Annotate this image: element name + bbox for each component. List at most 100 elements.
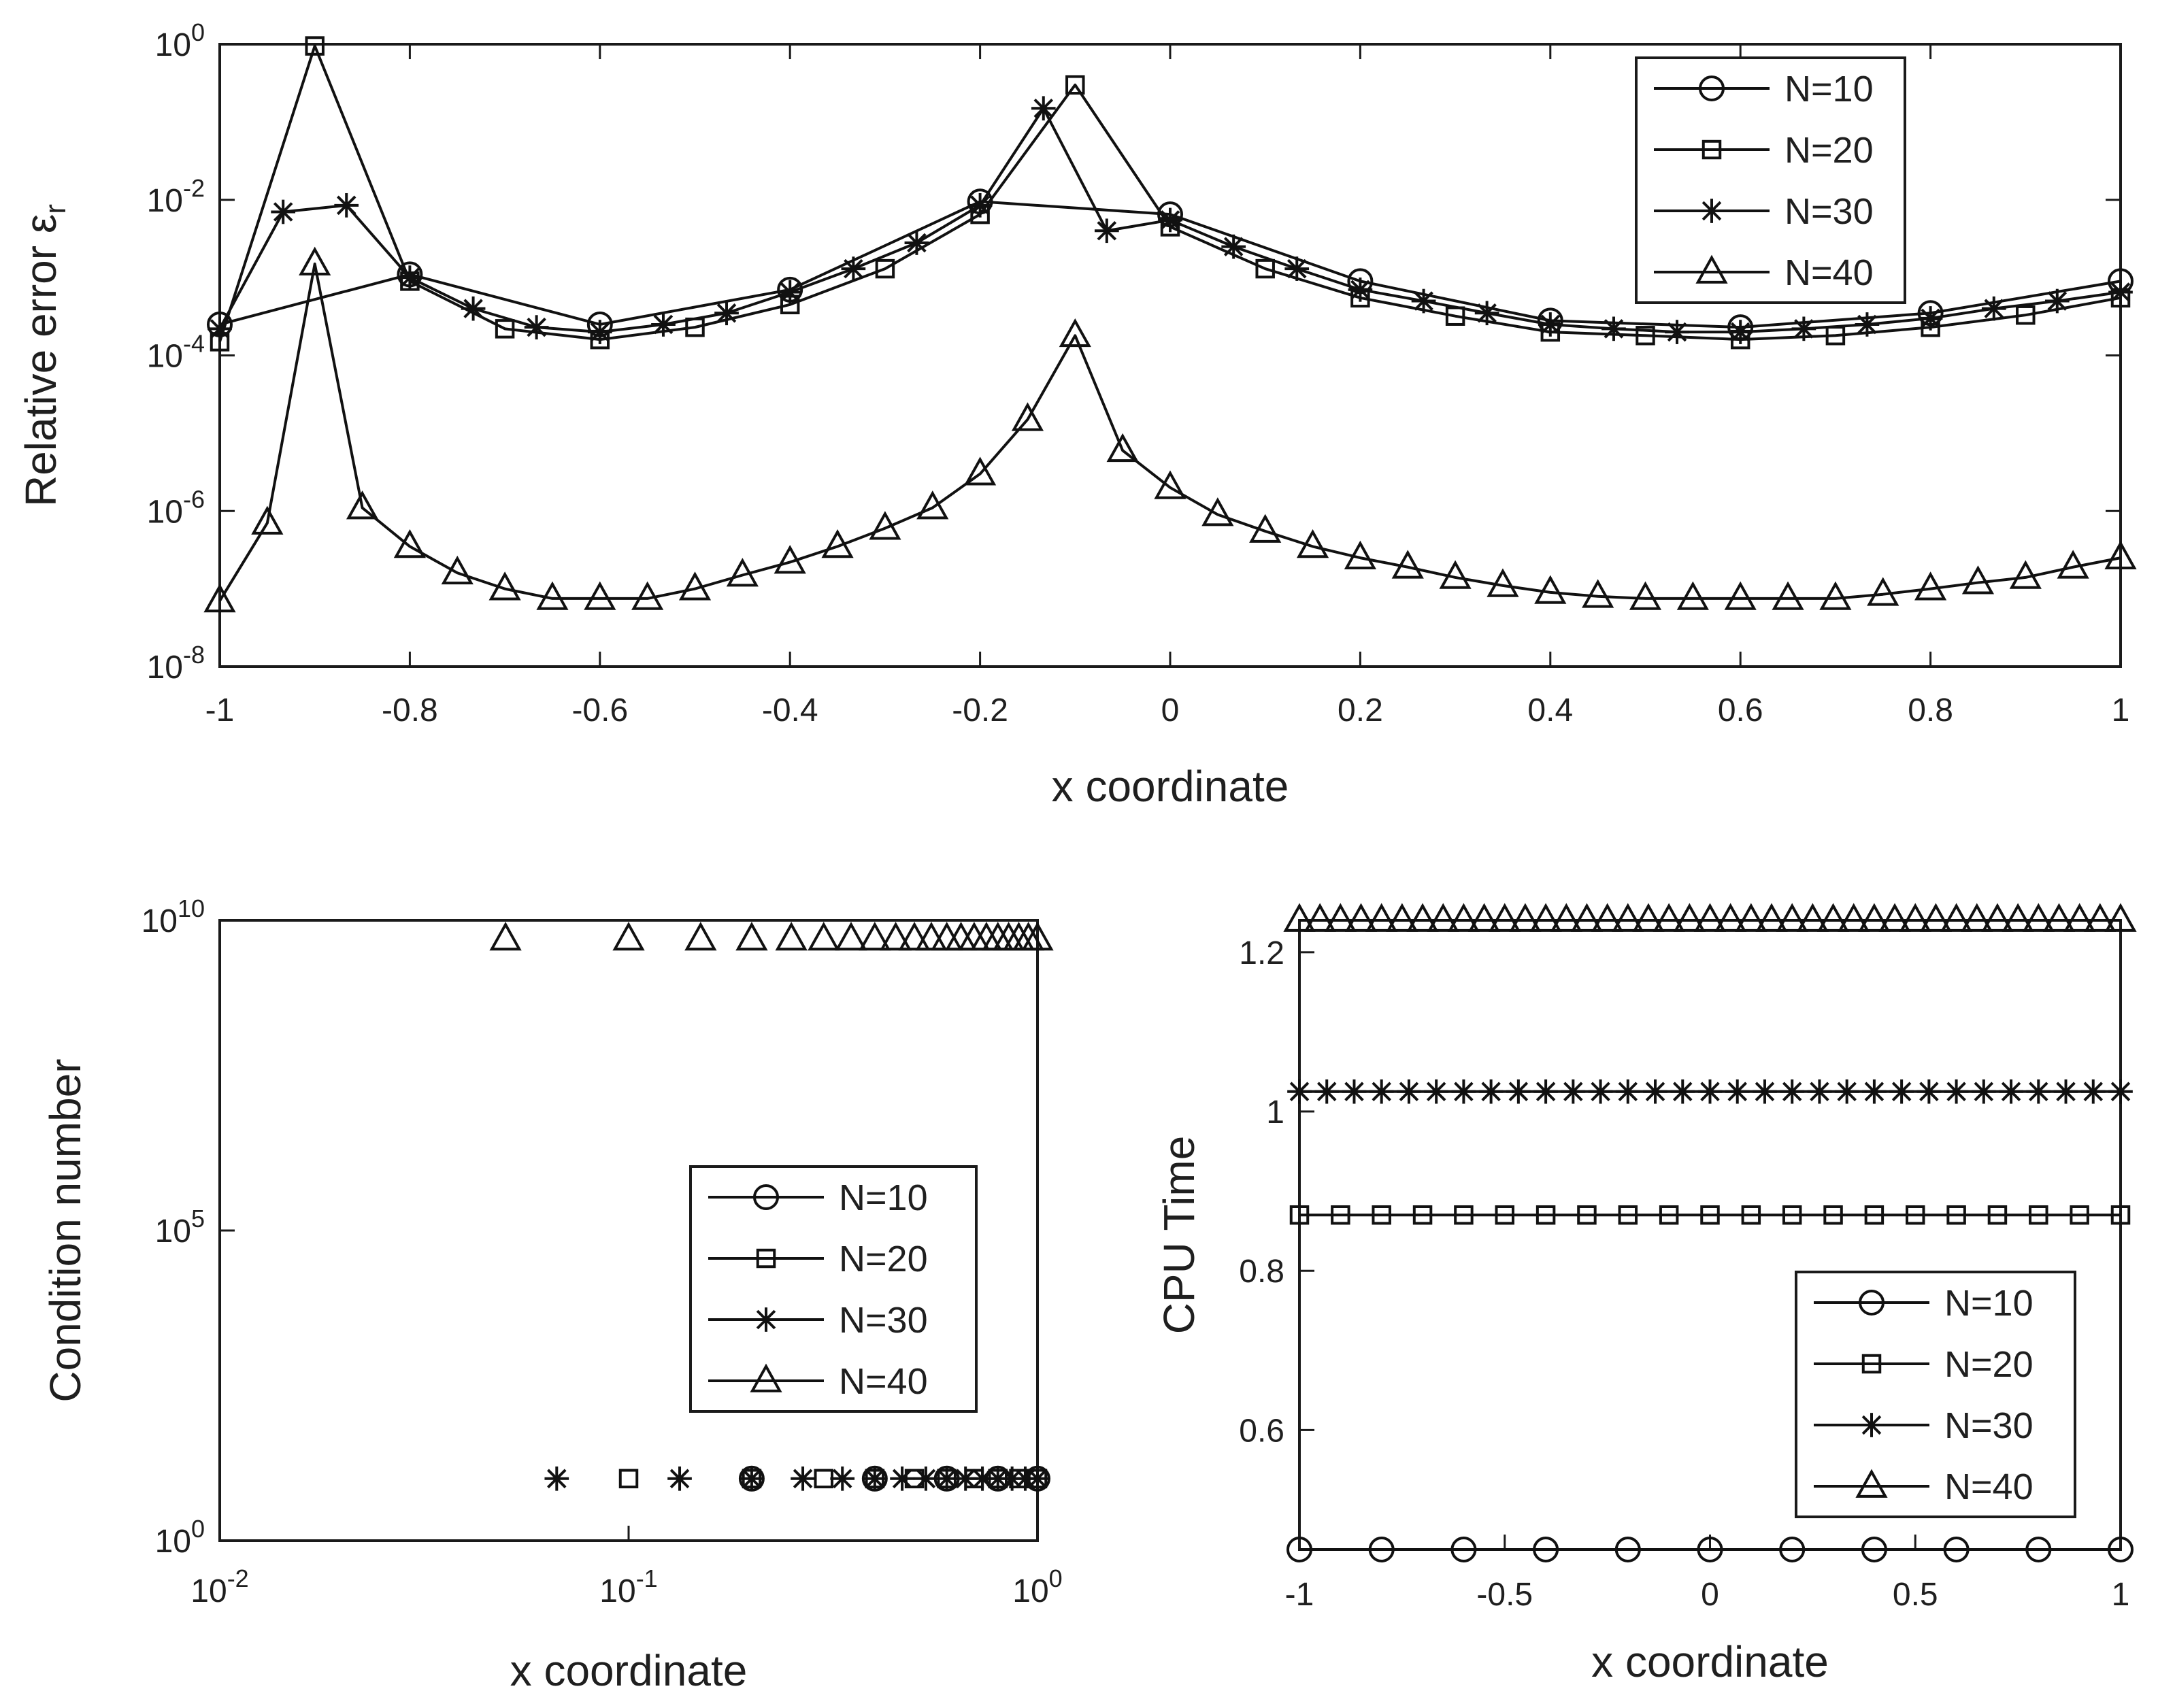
x-tick-label: -0.5: [1476, 1577, 1533, 1613]
legend-item: N=30: [1654, 191, 1874, 232]
y-tick-label: 0.6: [1239, 1413, 1284, 1449]
data-point: [1878, 903, 1911, 932]
legend-label: N=30: [839, 1300, 928, 1341]
x-tick-label: -0.6: [571, 692, 628, 729]
data-point: [859, 922, 891, 951]
legend-item: N=10: [708, 1177, 928, 1218]
y-axis-label: Condition number: [41, 1058, 90, 1402]
data-point: [964, 456, 997, 486]
y-tick-label: 1010: [142, 894, 205, 939]
data-point: [1728, 320, 1753, 344]
data-point: [862, 1466, 887, 1491]
x-tick-label: -0.2: [952, 692, 1008, 729]
data-point: [1439, 560, 1472, 589]
data-point: [2070, 1205, 2089, 1225]
data-point: [1059, 318, 1091, 348]
data-point: [1021, 922, 1054, 951]
data-point: [1284, 256, 1310, 281]
data-point: [904, 231, 929, 255]
data-point: [1411, 288, 1436, 314]
data-point: [618, 1469, 639, 1489]
data-point: [1819, 581, 1852, 610]
data-point: [393, 529, 426, 558]
data-point: [334, 192, 359, 218]
data-point: [914, 1466, 938, 1491]
legend: N=10 N=20 N=30 N=40: [689, 1165, 978, 1413]
data-point: [1858, 903, 1891, 932]
legend-marker: [1695, 254, 1728, 284]
legend-label: N=40: [839, 1361, 928, 1402]
data-point: [1454, 1205, 1474, 1225]
data-point: [890, 1466, 914, 1491]
data-point: [1906, 1205, 1925, 1225]
data-point: [1944, 1079, 1969, 1104]
data-point: [1714, 903, 1747, 932]
x-axis-label: x coordinate: [510, 1646, 748, 1695]
legend-marker: [753, 1184, 779, 1210]
data-point: [2104, 540, 2137, 569]
data-point: [1673, 903, 1706, 932]
data-point: [1946, 1205, 1966, 1225]
data-point: [1618, 1205, 1638, 1225]
data-point: [1961, 565, 1995, 595]
condition-number-chart: 10-2 10-1 100 1010 105 100 x coordinate Conditi…: [41, 894, 1063, 1695]
data-point: [1570, 903, 1604, 932]
series-N=30: [544, 1466, 1050, 1491]
data-point: [1509, 903, 1542, 932]
data-point: [830, 1466, 855, 1491]
data-point: [778, 280, 803, 305]
data-point: [1834, 1079, 1859, 1104]
data-point: [544, 1466, 569, 1491]
legend-item: N=40: [708, 1361, 928, 1402]
data-point: [1577, 1205, 1597, 1225]
cpu-time-chart: -1 -0.5 0 0.5 1 0.6 0.8 1 1.2 x coordinate CPU Tim…: [1155, 903, 2137, 1686]
y-tick-label: 105: [155, 1205, 205, 1250]
data-point: [1533, 1079, 1558, 1104]
x-tick-label: 0.5: [1893, 1577, 1938, 1613]
data-point: [1582, 579, 1614, 608]
data-point: [1094, 218, 1119, 244]
data-point: [1031, 96, 1056, 121]
data-point: [1862, 1079, 1887, 1104]
legend-item: N=40: [1814, 1467, 2034, 1507]
data-point: [2108, 1079, 2133, 1104]
data-point: [678, 571, 712, 601]
data-point: [1386, 903, 1418, 932]
data-point: [1735, 903, 1767, 932]
data-point: [841, 256, 866, 281]
legend-item: N=30: [1814, 1405, 2034, 1446]
legend-label: N=20: [1784, 130, 1874, 171]
data-point: [1065, 75, 1085, 95]
data-point: [1864, 1205, 1885, 1225]
data-point: [612, 922, 645, 951]
y-tick-label: 1: [1266, 1094, 1284, 1131]
data-point: [1296, 529, 1329, 558]
data-point: [441, 555, 474, 585]
legend-item: N=10: [1654, 69, 1874, 110]
data-point: [1700, 1205, 1720, 1225]
data-point: [1529, 903, 1562, 932]
data-point: [1741, 1205, 1761, 1225]
legend-label: N=10: [839, 1177, 928, 1218]
x-tick-label: 0: [1161, 692, 1180, 729]
data-point: [1474, 301, 1499, 326]
data-point: [1331, 1205, 1350, 1225]
data-point: [1807, 1079, 1832, 1104]
legend-label: N=20: [839, 1239, 928, 1279]
data-point: [1971, 1079, 1996, 1104]
data-point: [726, 558, 759, 587]
data-point: [1106, 433, 1139, 463]
data-point: [869, 511, 901, 540]
data-point: [1914, 571, 1947, 601]
data-point: [1344, 540, 1376, 569]
data-point: [2063, 903, 2096, 932]
data-point: [251, 505, 284, 535]
data-point: [1999, 1079, 2023, 1104]
data-point: [346, 490, 379, 520]
data-point: [1636, 326, 1655, 346]
data-point: [1755, 903, 1788, 932]
y-tick-label: 10-6: [147, 485, 205, 530]
series-N=10: [1286, 1537, 2134, 1562]
data-point: [684, 922, 717, 951]
data-point: [1391, 550, 1424, 579]
